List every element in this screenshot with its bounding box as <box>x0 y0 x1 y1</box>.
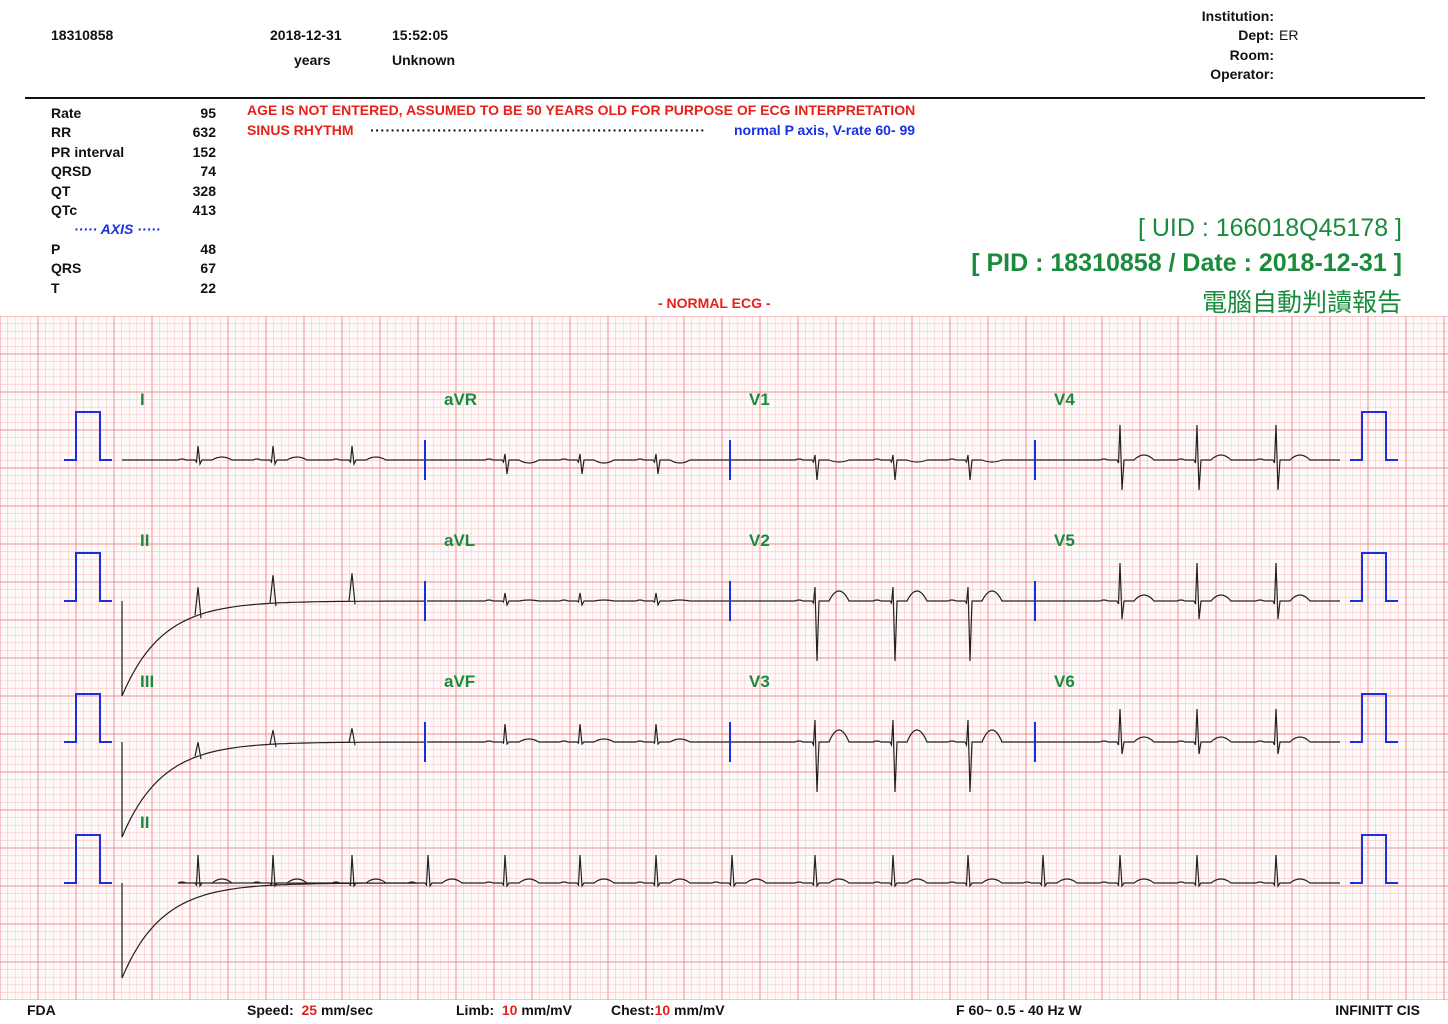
footer-limb: Limb: 10 mm/mV <box>456 1002 572 1018</box>
lead-label: V3 <box>749 672 770 691</box>
limb-value: 10 <box>501 1002 518 1018</box>
speed-unit: mm/sec <box>320 1002 374 1018</box>
chest-value: 10 <box>654 1002 671 1018</box>
lead-label: aVR <box>444 390 477 409</box>
pid-label: [ PID : 18310858 / Date : 2018-12-31 ] <box>971 249 1402 277</box>
measure-label: QRSD <box>51 163 92 179</box>
axis-title: ····· AXIS ····· <box>74 221 161 237</box>
axis-label: QRS <box>51 260 82 276</box>
axis-value: 48 <box>200 241 216 257</box>
uid-label: [ UID : 166018Q45178 ] <box>1137 214 1402 242</box>
measure-label: RR <box>51 124 72 140</box>
chest-unit: mm/mV <box>674 1002 725 1018</box>
measure-label: QTc <box>51 202 78 218</box>
ecg-trace-v5 <box>1037 562 1340 620</box>
footer-chest: Chest:10 mm/mV <box>611 1002 725 1018</box>
ecg-trace-i <box>122 445 427 467</box>
patient-age: years <box>294 52 331 68</box>
age-warning: AGE IS NOT ENTERED, ASSUMED TO BE 50 YEA… <box>247 102 916 118</box>
axis-value: 22 <box>200 280 216 296</box>
ecg-trace-v4 <box>1037 424 1340 491</box>
measure-label: Rate <box>51 105 82 121</box>
measure-label: QT <box>51 183 71 199</box>
lead-label: V6 <box>1054 672 1075 691</box>
institution-label: Institution: <box>1201 8 1274 24</box>
lead-label: aVF <box>444 672 475 691</box>
axis-label: P <box>51 241 61 257</box>
ecg-trace-v2 <box>732 586 1037 662</box>
operator-label: Operator: <box>1210 66 1274 82</box>
measure-value: 74 <box>200 163 216 179</box>
limb-unit: mm/mV <box>521 1002 572 1018</box>
calibration-pulse-left <box>64 834 112 884</box>
measure-value: 328 <box>192 183 216 199</box>
ecg-trace-avr <box>427 453 732 475</box>
ecg-traces <box>121 424 1340 979</box>
exam-time: 15:52:05 <box>392 27 449 43</box>
calibration-pulse-left <box>64 552 112 602</box>
lead-label: V1 <box>749 390 770 409</box>
calibration-pulse-right <box>1350 411 1398 461</box>
report-title: 電腦自動判讀報告 <box>1201 288 1402 317</box>
ecg-grid <box>0 316 1448 1000</box>
lead-label: II <box>140 531 149 550</box>
ecg-trace-ii <box>121 573 427 697</box>
lead-label: V5 <box>1054 531 1075 550</box>
ecg-trace-v1 <box>732 454 1037 481</box>
lead-label: III <box>140 672 154 691</box>
ecg-trace-v6 <box>1037 708 1340 755</box>
calibration-pulse-left <box>64 411 112 461</box>
measure-label: PR interval <box>51 144 125 160</box>
speed-value: 25 <box>301 1002 318 1018</box>
room-label: Room: <box>1229 47 1274 63</box>
lead-label: V2 <box>749 531 770 550</box>
footer-fda: FDA <box>27 1002 56 1018</box>
measure-value: 632 <box>192 124 216 140</box>
ecg-trace-iii <box>121 728 427 838</box>
rhythm-statement: SINUS RHYTHM <box>247 122 354 138</box>
measure-value: 95 <box>200 105 216 121</box>
chest-label: Chest: <box>611 1002 655 1018</box>
axis-value: 67 <box>200 260 216 276</box>
dept-value: ER <box>1279 27 1299 43</box>
rhythm-dots: ········································… <box>370 122 706 138</box>
lead-label: II <box>140 813 149 832</box>
limb-label: Limb: <box>456 1002 495 1018</box>
calibration-pulse-right <box>1350 552 1398 602</box>
dept-label: Dept: <box>1238 27 1274 43</box>
measure-value: 152 <box>192 144 216 160</box>
ecg-trace-rhythm-ii <box>121 854 1340 979</box>
footer-vendor: INFINITT CIS <box>1335 1002 1420 1018</box>
footer-filter: F 60~ 0.5 - 40 Hz W <box>956 1002 1082 1018</box>
lead-label: V4 <box>1054 390 1075 409</box>
calibration-pulse-right <box>1350 693 1398 743</box>
measure-value: 413 <box>192 202 216 218</box>
calibration-pulse-right <box>1350 834 1398 884</box>
patient-id: 18310858 <box>51 27 114 43</box>
patient-sex: Unknown <box>392 52 455 68</box>
axis-label: T <box>51 280 60 296</box>
footer-speed: Speed: 25 mm/sec <box>247 1002 373 1018</box>
ecg-trace-avl <box>427 592 732 607</box>
speed-label: Speed: <box>247 1002 294 1018</box>
lead-label: aVL <box>444 531 475 550</box>
rhythm-detail: normal P axis, V-rate 60- 99 <box>734 122 916 138</box>
ecg-trace-v3 <box>732 719 1037 793</box>
calibration-pulse-left <box>64 693 112 743</box>
exam-date: 2018-12-31 <box>270 27 342 43</box>
grid-major-lines <box>0 316 1448 1000</box>
calibration-pulses <box>64 411 1398 884</box>
header-divider <box>25 97 1425 99</box>
ecg-trace-avf <box>427 723 732 746</box>
ecg-summary: - NORMAL ECG - <box>658 295 771 311</box>
lead-label: I <box>140 390 145 409</box>
